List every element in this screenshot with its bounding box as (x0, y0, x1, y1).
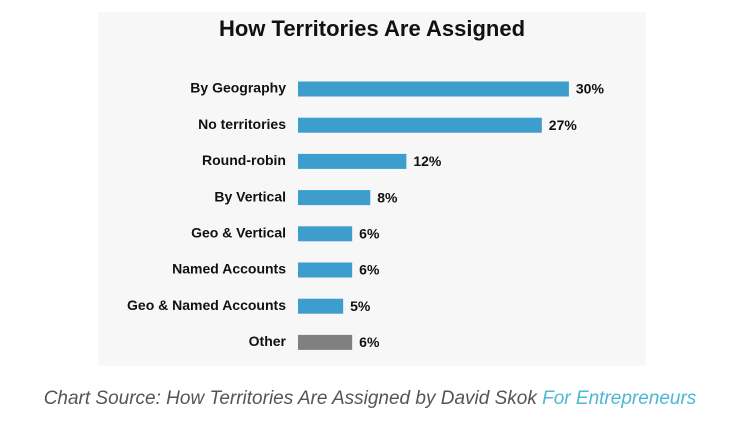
bar (298, 334, 353, 350)
bar (298, 190, 371, 206)
chart: How Territories Are Assigned By Geograph… (98, 12, 646, 366)
bar (298, 262, 353, 278)
category-label: No territories (198, 116, 286, 132)
chart-title: How Territories Are Assigned (219, 16, 525, 41)
value-label: 12% (413, 153, 442, 169)
value-label: 5% (350, 298, 371, 314)
category-label: Geo & Vertical (191, 225, 286, 241)
category-label: Round-robin (202, 152, 286, 168)
category-label: Geo & Named Accounts (127, 297, 286, 313)
value-label: 6% (359, 334, 380, 350)
category-label: By Geography (190, 80, 286, 96)
bar (298, 81, 569, 97)
bar (298, 153, 407, 169)
chart-background (98, 12, 646, 366)
value-label: 27% (549, 117, 578, 133)
caption-text: Chart Source: How Territories Are Assign… (43, 388, 537, 409)
value-label: 30% (576, 81, 605, 97)
category-label: By Vertical (214, 188, 286, 204)
category-label: Other (249, 333, 287, 349)
category-label: Named Accounts (172, 261, 286, 277)
caption: Chart Source: How Territories Are Assign… (0, 388, 740, 410)
bar (298, 226, 353, 242)
value-label: 6% (359, 226, 380, 242)
bar (298, 117, 542, 133)
caption-link[interactable]: For Entrepreneurs (542, 388, 697, 409)
value-label: 8% (377, 189, 398, 205)
bar (298, 298, 344, 314)
value-label: 6% (359, 262, 380, 278)
